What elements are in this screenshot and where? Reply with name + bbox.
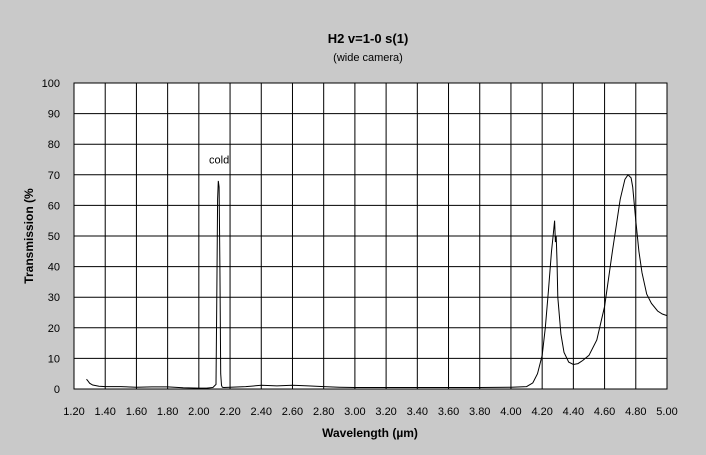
- x-tick-label: 2.80: [313, 406, 334, 418]
- annotation-label: cold: [209, 155, 229, 167]
- x-tick-label: 4.60: [594, 406, 615, 418]
- x-tick-label: 5.00: [656, 406, 677, 418]
- x-tick-label: 3.00: [344, 406, 365, 418]
- x-axis-label: Wavelength (µm): [322, 426, 418, 440]
- x-tick-label: 1.80: [157, 406, 178, 418]
- y-tick-label: 30: [48, 292, 60, 304]
- y-tick-label: 70: [48, 170, 60, 182]
- y-tick-label: 100: [42, 78, 60, 90]
- x-tick-label: 2.60: [282, 406, 303, 418]
- plot-border: [73, 82, 668, 390]
- y-tick-label: 10: [48, 353, 60, 365]
- y-tick-label: 60: [48, 200, 60, 212]
- chart-subtitle: (wide camera): [333, 52, 403, 64]
- series-line: [86, 174, 668, 389]
- x-tick-label: 2.20: [219, 406, 240, 418]
- chart-title: H2 v=1-0 s(1): [328, 31, 409, 46]
- x-tick-label: 4.40: [563, 406, 584, 418]
- annotations: cold: [209, 155, 229, 167]
- x-tick-label: 1.60: [126, 406, 147, 418]
- x-tick-label: 2.00: [188, 406, 209, 418]
- y-tick-labels: 0 10 20 30 40 50 60 70 80 90 100: [42, 78, 60, 396]
- y-tick-label: 40: [48, 262, 60, 274]
- x-tick-label: 2.40: [251, 406, 272, 418]
- y-tick-label: 90: [48, 109, 60, 121]
- y-tick-label: 50: [48, 231, 60, 243]
- x-tick-label: 3.20: [375, 406, 396, 418]
- x-tick-label: 3.60: [438, 406, 459, 418]
- y-tick-label: 0: [54, 384, 60, 396]
- series-group: [86, 174, 668, 389]
- x-tick-label: 4.20: [531, 406, 552, 418]
- x-tick-labels: 1.20 1.40 1.60 1.80 2.00 2.20 2.40 2.60 2.80 3.00…: [63, 406, 677, 418]
- x-tick-label: 3.40: [407, 406, 428, 418]
- y-tick-label: 80: [48, 139, 60, 151]
- x-tick-label: 1.40: [94, 406, 115, 418]
- y-axis-label: Transmission (%: [22, 188, 36, 284]
- y-tick-label: 20: [48, 323, 60, 335]
- x-tick-label: 4.00: [500, 406, 521, 418]
- x-tick-label: 1.20: [63, 406, 84, 418]
- x-tick-label: 3.80: [469, 406, 490, 418]
- x-tick-label: 4.80: [625, 406, 646, 418]
